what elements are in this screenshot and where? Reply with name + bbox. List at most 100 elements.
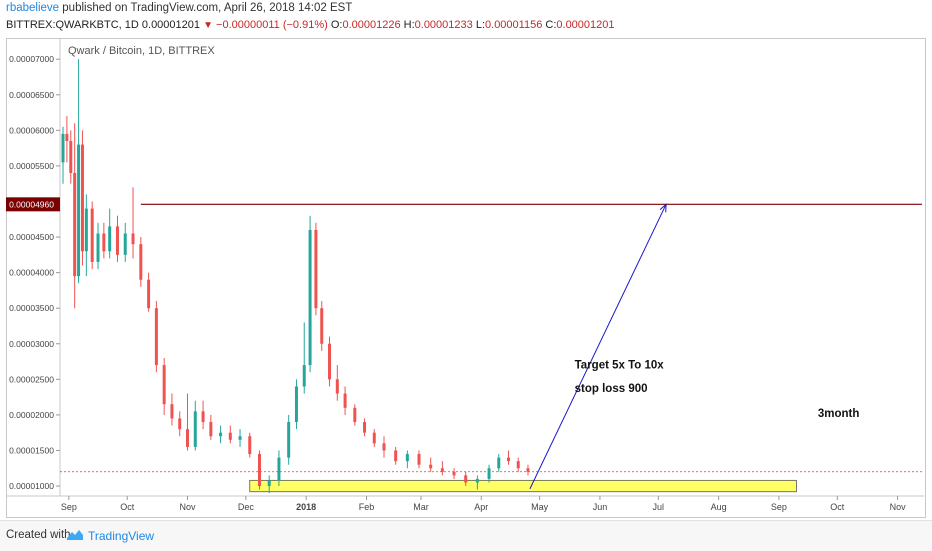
candle-body xyxy=(516,461,520,469)
candle-body xyxy=(115,226,119,255)
y-tick-label: 0.00004000 xyxy=(9,268,54,278)
candle-body xyxy=(80,144,84,252)
candle-body xyxy=(238,436,242,440)
candle-body xyxy=(154,308,158,366)
candle-body xyxy=(372,432,376,444)
candle-body xyxy=(308,229,312,366)
tradingview-link[interactable]: TradingView xyxy=(88,529,155,543)
price-change: −0.00000011 (−0.91%) xyxy=(216,19,328,31)
y-tick-label: 0.00005500 xyxy=(9,161,54,171)
chart-annotation: stop loss 900 xyxy=(575,383,648,395)
footer-bar: Created with TradingView xyxy=(0,520,932,551)
candle-body xyxy=(464,475,468,483)
candle-body xyxy=(526,468,530,472)
x-tick-label: Sep xyxy=(61,502,77,512)
candle-body xyxy=(73,173,77,277)
candle-body xyxy=(102,233,106,252)
author-link[interactable]: rbabelieve xyxy=(6,2,60,14)
candle-body xyxy=(335,379,339,394)
candle-body xyxy=(108,226,112,252)
candle-body xyxy=(65,133,69,142)
candle-body xyxy=(343,393,347,408)
candle-body xyxy=(417,454,421,465)
candle-body xyxy=(178,418,182,430)
target-arrow-line xyxy=(529,204,667,490)
candle-body xyxy=(248,436,252,455)
candle-body xyxy=(90,208,94,262)
resistance-price-tag xyxy=(6,197,60,212)
symbol-label: BITTREX:QWARKBTC, 1D xyxy=(6,19,139,31)
y-tick-label: 0.00001500 xyxy=(9,445,54,455)
x-tick-label: Dec xyxy=(238,502,255,512)
candle-body xyxy=(69,141,73,174)
candle-body xyxy=(328,343,332,380)
x-tick-label: Sep xyxy=(771,502,787,512)
candle-body xyxy=(507,457,511,462)
candle-body xyxy=(84,208,88,252)
resistance-price-label: 0.00004960 xyxy=(9,199,54,209)
y-tick-label: 0.00003000 xyxy=(9,339,54,349)
published-text: published on TradingView.com, April 26, … xyxy=(62,2,353,14)
candle-body xyxy=(147,279,151,309)
candle-body xyxy=(96,233,100,262)
open-value: 0.00001226 xyxy=(342,19,401,31)
x-tick-label: Jul xyxy=(653,502,665,512)
y-tick-label: 0.00002500 xyxy=(9,374,54,384)
chart-annotation: Target 5x To 10x xyxy=(575,360,665,372)
candle-body xyxy=(363,422,367,433)
candle-body xyxy=(353,407,357,423)
candle-body xyxy=(219,432,223,437)
created-with-label: Created with xyxy=(6,529,71,541)
down-arrow-icon: ▼ xyxy=(203,20,213,31)
candle-body xyxy=(287,422,291,458)
x-tick-label: Nov xyxy=(180,502,197,512)
low-label: L: xyxy=(475,19,486,31)
x-tick-label: 2018 xyxy=(296,502,316,512)
candle-body xyxy=(131,233,135,245)
close-label: C: xyxy=(545,19,557,31)
y-tick-label: 0.00006500 xyxy=(9,90,54,100)
y-tick-label: 0.00006000 xyxy=(9,125,54,135)
candle-body xyxy=(267,480,271,487)
ohlc-legend: BITTREX:QWARKBTC, 1D 0.00001201 ▼ −0.000… xyxy=(6,19,615,31)
target-arrow-head xyxy=(659,203,667,213)
candle-body xyxy=(314,229,318,309)
high-value: 0.00001233 xyxy=(414,19,473,31)
candle-body xyxy=(394,450,398,462)
x-tick-label: May xyxy=(531,502,549,512)
y-tick-label: 0.00001000 xyxy=(9,481,54,491)
publication-line: rbabelieve published on TradingView.com,… xyxy=(6,2,352,14)
chart-frame xyxy=(6,38,926,518)
candle-body xyxy=(440,468,444,472)
price-chart[interactable]: 0.00007000 0.00006500 0.00006000 0.00005500… xyxy=(6,38,924,516)
open-label: O: xyxy=(330,19,343,31)
candle-body xyxy=(277,457,281,481)
candle-body xyxy=(452,471,456,476)
y-tick-label: 0.00003500 xyxy=(9,303,54,313)
x-tick-label: Apr xyxy=(474,502,488,512)
candle-body xyxy=(209,422,213,437)
candle-body xyxy=(201,411,205,423)
candle-body xyxy=(294,386,298,423)
candle-body xyxy=(382,443,386,451)
candle-body xyxy=(77,144,81,277)
chart-annotation: 3month xyxy=(818,408,860,420)
last-price: 0.00001201 xyxy=(141,19,201,31)
high-label: H: xyxy=(403,19,415,31)
candle-body xyxy=(302,365,306,387)
low-value: 0.00001156 xyxy=(485,19,543,31)
tradingview-logo-icon xyxy=(67,530,83,540)
x-tick-label: Oct xyxy=(830,502,845,512)
candle-body xyxy=(497,457,501,469)
candle-body xyxy=(139,244,143,280)
x-tick-label: Nov xyxy=(890,502,907,512)
candle-body xyxy=(123,233,127,255)
y-tick-label: 0.00004500 xyxy=(9,232,54,242)
candle-body xyxy=(405,454,409,462)
candle-body xyxy=(228,432,232,440)
chart-title: Qwark / Bitcoin, 1D, BITTREX xyxy=(68,45,215,57)
candle-body xyxy=(320,308,324,344)
x-tick-label: Aug xyxy=(711,502,727,512)
candle-body xyxy=(429,464,433,469)
x-tick-label: Jun xyxy=(593,502,608,512)
